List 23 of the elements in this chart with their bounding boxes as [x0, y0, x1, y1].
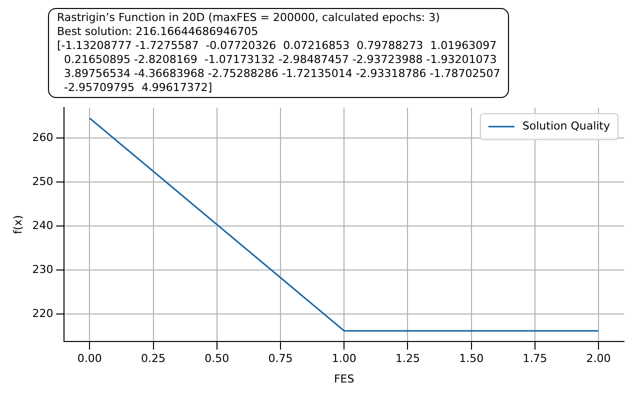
- y-tick-label: 250: [32, 174, 54, 188]
- y-tick-label: 220: [32, 306, 54, 320]
- x-tick-label: 1.50: [459, 352, 484, 366]
- legend-label: Solution Quality: [522, 119, 610, 132]
- y-axis-title: f(x): [11, 215, 24, 234]
- y-tick-label: 260: [32, 130, 54, 144]
- y-tick-label: 240: [32, 218, 54, 232]
- x-tick-label: 1.25: [395, 352, 420, 366]
- text: -2.95709795 4.99617372]: [62, 81, 214, 95]
- text: 3.89756534 -4.36683968 -2.75288286 -1.72135014 -2.93318786 -1.78702507: [62, 67, 500, 81]
- x-tick-label: 0.25: [141, 352, 166, 366]
- x-tick-label: 1.00: [332, 352, 356, 366]
- x-tick-label: 0.00: [77, 352, 102, 366]
- chart-title: Rastrigin’s Function in 20D (maxFES = 200000, calculated epochs: 3): [57, 11, 441, 25]
- text: 0.21650895 -2.8208169 -1.07173132 -2.98487457 -2.93723988 -1.93201073: [62, 53, 498, 67]
- x-axis-title: FES: [334, 372, 354, 386]
- y-tick-label: 230: [32, 262, 54, 276]
- text: [-1.13208777 -1.7275587 -0.07720326 0.07216853 0.79788273 1.01963097: [57, 39, 498, 53]
- text: Best solution: 216.16644686946705: [57, 25, 260, 39]
- x-tick-label: 2.00: [586, 352, 611, 366]
- x-tick-label: 1.75: [522, 352, 548, 366]
- x-tick-label: 0.75: [268, 352, 293, 366]
- x-tick-label: 0.50: [204, 352, 230, 366]
